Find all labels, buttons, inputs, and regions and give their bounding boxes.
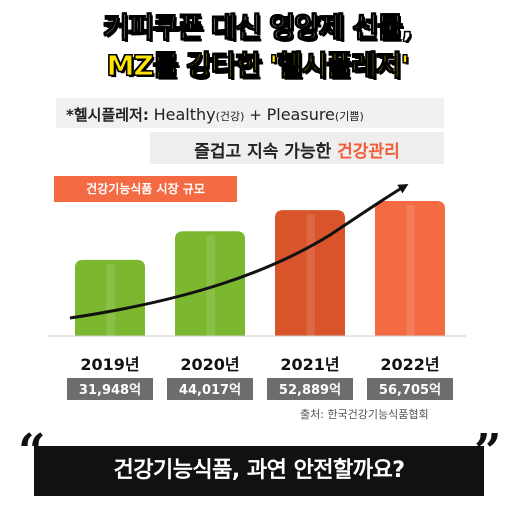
subtitle-text: 즐겁고 지속 가능한: [194, 142, 332, 162]
x-tick-label: 2020년: [180, 355, 239, 374]
bar-2021년: [275, 210, 345, 336]
subtitle-box: [150, 132, 444, 164]
headline-line2: MZ를 강타한 '헬시플레저': [106, 49, 410, 83]
bottom-banner: 건강기능식품, 과연 안전할까요?: [34, 446, 484, 496]
bar-2019년: [75, 259, 145, 336]
trend-arrow-icon: [69, 183, 409, 320]
definition-line: *헬시플레저: Healthy(건강) + Pleasure(기쁨): [66, 104, 364, 125]
subtitle: 즐겁고 지속 가능한 건강관리: [150, 137, 444, 162]
bar-highlight: [406, 204, 415, 336]
bar-highlight: [106, 263, 115, 336]
value-label: 52,889억: [279, 383, 341, 398]
value-label-box: [367, 378, 453, 400]
value-label: 56,705억: [379, 383, 441, 398]
value-label-box: [167, 378, 253, 400]
x-tick-label: 2019년: [80, 355, 139, 374]
healthy-korean: (건강): [215, 110, 245, 123]
value-label-box: [67, 378, 153, 400]
plus-sign: +: [249, 106, 262, 124]
headline-line1: 커피쿠폰 대신 영양제 선물,: [103, 11, 413, 45]
x-tick-label: 2022년: [380, 355, 439, 374]
bar-highlight: [306, 214, 315, 336]
close-quote-icon: ”: [474, 424, 502, 480]
chart-title: 건강기능식품 시장 규모: [54, 176, 237, 202]
definition-label: *헬시플레저:: [66, 106, 149, 124]
definition-box: [56, 98, 444, 128]
subtitle-accent: 건강관리: [337, 142, 400, 162]
bar-2020년: [175, 231, 245, 336]
value-label-box: [267, 378, 353, 400]
value-label: 44,017억: [179, 383, 241, 398]
bar-highlight: [206, 235, 215, 336]
healthy-word: Healthy: [153, 105, 216, 124]
pleasure-word: Pleasure: [266, 105, 335, 124]
value-label: 31,948억: [79, 383, 141, 398]
bar-2022년: [375, 200, 445, 336]
x-tick-label: 2021년: [280, 355, 339, 374]
source-note: 출처: 한국건강기능식품협회: [300, 408, 429, 421]
pleasure-korean: (기쁨): [334, 110, 364, 123]
